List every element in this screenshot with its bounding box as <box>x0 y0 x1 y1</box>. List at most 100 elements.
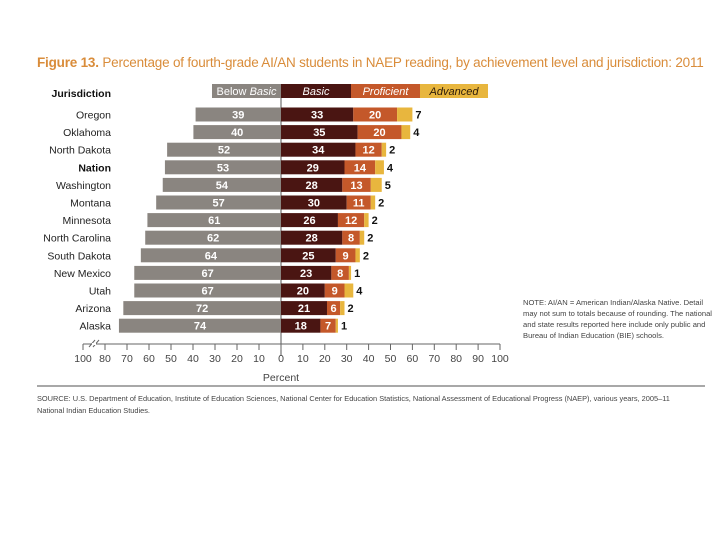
bar-label-basic: 35 <box>313 127 325 139</box>
bar-proficient <box>353 107 398 122</box>
bar-label-advanced: 2 <box>389 145 395 157</box>
bar-proficient <box>342 177 371 192</box>
bar-basic <box>281 195 347 210</box>
chart: Below Basic Basic Proficient Advanced Juris… <box>43 84 509 384</box>
category-label: North Dakota <box>49 145 111 157</box>
bar-label-below-basic: 53 <box>217 162 229 174</box>
bar-label-proficient: 20 <box>369 110 381 122</box>
x-tick-label: 100 <box>491 353 509 365</box>
bar-label-basic: 30 <box>308 198 320 210</box>
bar-basic <box>281 160 345 175</box>
bar-label-advanced: 2 <box>372 215 378 227</box>
bar-below-basic <box>134 265 281 280</box>
x-tick-label: 70 <box>428 353 440 365</box>
bar-label-basic: 29 <box>307 162 319 174</box>
bar-basic <box>281 301 327 316</box>
bar-label-proficient: 7 <box>325 321 331 333</box>
bar-advanced <box>344 283 354 298</box>
bar-label-proficient: 6 <box>330 303 336 315</box>
legend-label-basic: Basic <box>303 86 330 98</box>
bar-label-advanced: 2 <box>378 198 384 210</box>
bar-label-basic: 23 <box>300 268 312 280</box>
bar-proficient <box>342 230 360 245</box>
bar-proficient <box>331 265 349 280</box>
bar-label-below-basic: 64 <box>205 250 218 262</box>
bar-basic <box>281 142 356 157</box>
bar-below-basic <box>195 107 281 122</box>
category-label: Nation <box>78 162 111 174</box>
bar-advanced <box>370 195 376 210</box>
note-text: NOTE: AI/AN = American Indian/Alaska Nat… <box>523 298 712 340</box>
bar-proficient <box>346 195 371 210</box>
x-tick-label: 10 <box>297 353 309 365</box>
bar-advanced <box>359 230 365 245</box>
bar-basic <box>281 283 325 298</box>
bar-label-basic: 20 <box>297 286 309 298</box>
category-label: North Carolina <box>43 233 111 245</box>
bar-advanced <box>335 318 338 333</box>
x-tick-label: 50 <box>165 353 177 365</box>
bar-label-below-basic: 61 <box>208 215 220 227</box>
bar-label-below-basic: 72 <box>196 303 208 315</box>
x-tick-label: 30 <box>209 353 221 365</box>
bar-proficient <box>324 283 345 298</box>
legend-swatch-proficient <box>351 84 420 98</box>
x-tick-label: 60 <box>143 353 155 365</box>
bar-label-advanced: 4 <box>387 162 394 174</box>
bar-below-basic <box>145 230 281 245</box>
x-tick-label: 60 <box>407 353 419 365</box>
bar-proficient <box>320 318 336 333</box>
bar-label-basic: 33 <box>311 110 323 122</box>
x-tick-label: 40 <box>363 353 375 365</box>
legend-swatch-basic <box>281 84 351 98</box>
x-tick-label: 40 <box>187 353 199 365</box>
bar-label-proficient: 8 <box>337 268 343 280</box>
bar-label-proficient: 8 <box>348 233 354 245</box>
bar-advanced <box>397 107 413 122</box>
x-tick-label: 20 <box>231 353 243 365</box>
x-axis-label: Percent <box>263 372 299 384</box>
bar-basic <box>281 213 338 228</box>
bar-basic <box>281 177 343 192</box>
bar-below-basic <box>156 195 281 210</box>
bar-label-proficient: 12 <box>362 145 374 157</box>
x-tick-label: 10 <box>253 353 265 365</box>
divider <box>37 385 705 387</box>
bar-label-below-basic: 52 <box>218 145 230 157</box>
bar-label-below-basic: 62 <box>207 233 219 245</box>
bar-label-below-basic: 57 <box>212 198 224 210</box>
x-tick-label: 70 <box>121 353 133 365</box>
bar-label-advanced: 1 <box>354 268 360 280</box>
bar-proficient <box>335 248 356 263</box>
bar-label-below-basic: 67 <box>202 268 214 280</box>
x-axis: 100 80 70 60 50 40 30 20 10 0 10 20 30 40 50 60 70 80 90 10… <box>74 339 509 365</box>
bar-label-advanced: 4 <box>356 286 363 298</box>
bar-label-below-basic: 74 <box>194 321 207 333</box>
bar-below-basic <box>123 301 281 316</box>
bar-label-advanced: 4 <box>413 127 420 139</box>
bar-label-basic: 28 <box>306 233 318 245</box>
figure-label: Figure 13. <box>37 55 99 70</box>
bar-label-proficient: 9 <box>343 250 349 262</box>
category-label: Oregon <box>76 110 111 122</box>
bar-below-basic <box>193 125 281 140</box>
x-tick-label: 0 <box>278 353 284 365</box>
bar-below-basic <box>162 177 281 192</box>
bar-below-basic <box>134 283 281 298</box>
bar-label-advanced: 5 <box>385 180 391 192</box>
bar-rows: Oregon 39 33 20 7 Oklahoma 40 35 20 4 North Dakota… <box>43 98 422 356</box>
category-label: Montana <box>70 198 111 210</box>
bar-label-basic: 34 <box>312 145 325 157</box>
category-label: Utah <box>89 286 111 298</box>
bar-basic <box>281 107 354 122</box>
bar-proficient <box>344 160 376 175</box>
bar-label-proficient: 13 <box>350 180 362 192</box>
x-tick-label: 90 <box>472 353 484 365</box>
legend-swatch-advanced <box>420 84 488 98</box>
legend-label-advanced: Advanced <box>429 86 480 98</box>
x-tick-label: 80 <box>450 353 462 365</box>
category-header: Jurisdiction <box>51 88 111 100</box>
bar-advanced <box>364 213 369 228</box>
bar-advanced <box>381 142 387 157</box>
figure-title: Figure 13. Percentage of fourth-grade AI… <box>37 55 704 70</box>
